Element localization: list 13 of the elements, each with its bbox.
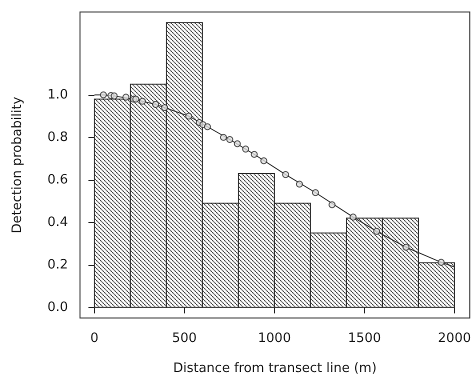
- x-tick-label: 1000: [258, 331, 291, 346]
- x-tick-label: 2000: [438, 331, 472, 346]
- y-tick-label: 0.8: [47, 130, 68, 145]
- x-axis-title: Distance from transect line (m): [173, 361, 377, 376]
- x-tick-label: 1500: [348, 331, 381, 346]
- y-tick-label: 0.4: [47, 214, 68, 230]
- y-tick-label: 0.0: [47, 300, 68, 315]
- y-tick-label: 0.6: [47, 172, 68, 188]
- x-tick-label: 0: [90, 331, 99, 346]
- y-tick-label: 0.2: [47, 257, 68, 272]
- y-axis-title: Detection probability: [10, 96, 25, 234]
- y-tick-label: 1.0: [47, 87, 68, 102]
- x-tick-label: 500: [172, 331, 197, 346]
